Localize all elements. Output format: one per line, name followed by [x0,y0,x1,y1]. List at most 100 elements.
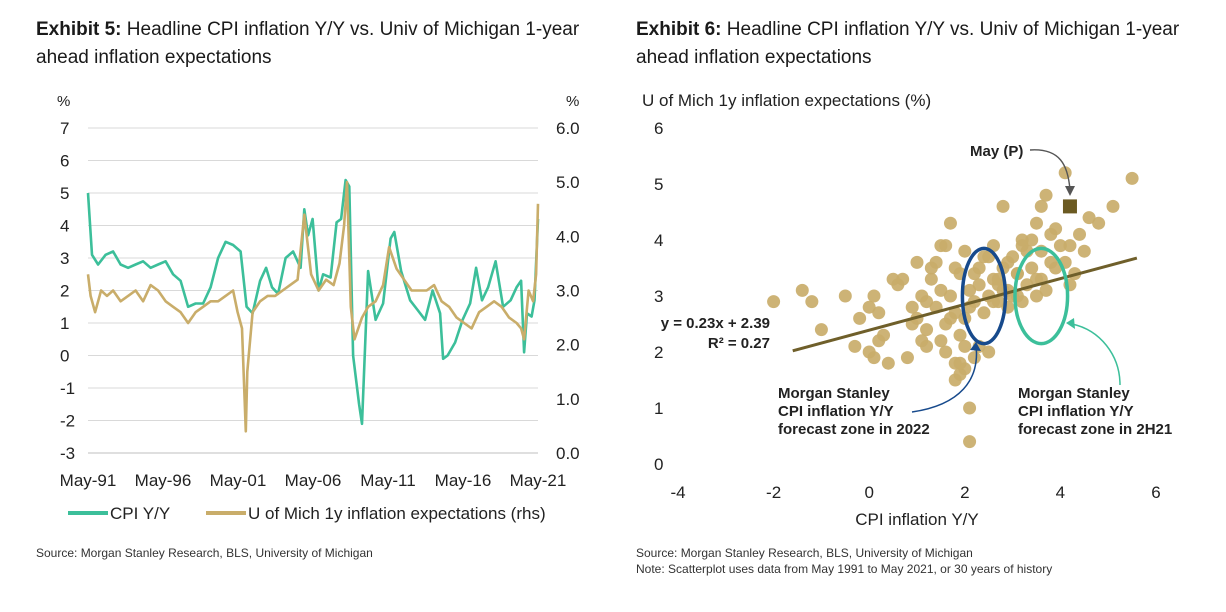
scatter-point [1082,211,1096,225]
scatter-point [862,300,876,314]
y-tick-left: -2 [60,412,75,431]
y-tick-right: 6.0 [556,119,580,138]
scatter-point [963,435,977,449]
y-tick: 1 [654,399,663,418]
scatter-point [991,272,1005,286]
scatter-point [1034,199,1048,213]
x-tick: May-01 [210,471,267,490]
forecast-zone-2h21 [1013,246,1070,346]
scatter-point [948,373,962,387]
trendline-r2: R² = 0.27 [708,335,770,352]
scatter-point [872,306,886,320]
scatter-point [920,323,934,337]
scatter-point [872,334,886,348]
x-tick: May-96 [135,471,192,490]
arrow-2h21 [1071,323,1121,386]
scatter-point [963,283,977,297]
exhibit-5-title: Exhibit 5: Headline CPI inflation Y/Y vs… [36,16,596,72]
scatter-point [1092,216,1106,230]
x-tick: 0 [864,483,873,502]
scatter-point [934,239,948,253]
scatter-point [805,295,819,309]
x-tick: May-16 [435,471,492,490]
scatter-point [1006,250,1020,264]
y-tick-right: 2.0 [556,336,580,355]
trendline-equation: y = 0.23x + 2.39 [661,315,770,332]
zone-2022-label: CPI inflation Y/Y [778,403,894,420]
x-tick: 4 [1056,483,1065,502]
arrow-2022 [911,344,978,413]
scatter-point [1044,227,1058,241]
may-p-arrow-head [1065,186,1075,196]
exhibit-6-title-text: Headline CPI inflation Y/Y vs. Univ of M… [636,19,1180,68]
scatter-point [1030,216,1043,230]
exhibit-6-note: Note: Scatterplot uses data from May 199… [636,562,1053,576]
scatter-point [920,339,934,353]
y-tick-left: 3 [60,249,69,268]
exhibit-5-panel: Exhibit 5: Headline CPI inflation Y/Y vs… [0,0,600,612]
y-tick-right: 5.0 [556,173,580,192]
scatter-point [924,261,938,275]
x-tick: May-11 [360,471,415,490]
scatter-point [1034,244,1048,258]
y-tick-left: 1 [60,314,69,333]
scatter-point [963,401,977,415]
y-tick-left: 2 [60,282,69,301]
scatter-point [881,356,895,370]
cpi-series-line [86,178,540,426]
y-tick-right: 3.0 [556,282,580,301]
y-tick: 2 [654,343,663,362]
scatter-point [934,283,948,297]
scatter-point [910,255,924,269]
scatter-point [1049,261,1063,275]
scatter-point [896,272,910,286]
y-tick-left: -3 [60,444,75,463]
scatter-point [853,311,867,325]
y-tick: 6 [654,119,663,138]
y-tick-right: 4.0 [556,227,580,246]
scatter-point [967,351,981,365]
scatter-point [1063,239,1077,253]
y-tick: 0 [654,455,663,474]
scatter-point [814,323,828,337]
y-tick-left: 6 [60,152,69,171]
line-chart: 7 6 5 4 3 2 1 0 -1 -2 -3 6.0 5.0 4.0 3.0 2.0 1.0 0.0% % May… [57,93,580,523]
scatter-point [958,244,972,258]
legend-cpi-label: CPI Y/Y [110,504,170,523]
scatter-point [943,311,957,325]
exhibit-5-label: Exhibit 5: [36,19,122,40]
y-tick-left: 0 [60,347,69,366]
y-axis-label: U of Mich 1y inflation expectations (%) [642,91,931,110]
scatter-point [977,306,991,320]
scatter-point [943,216,957,230]
x-tick: -2 [766,483,781,502]
scatter-point [1039,188,1053,202]
scatter-point [953,356,967,370]
scatter-chart: U of Mich 1y inflation expectations (%) 6… [642,91,1172,529]
scatter-point [953,328,967,342]
y-axis-unit-left: % [57,93,70,110]
exhibit-5-title-text: Headline CPI inflation Y/Y vs. Univ of M… [36,19,580,68]
x-tick: May-21 [510,471,567,490]
scatter-point [1106,199,1120,213]
scatter-point [838,289,852,303]
y-tick: 3 [654,287,663,306]
scatter-point [1053,239,1067,253]
umich-series-line [86,180,540,433]
arrow-2022-head [970,342,981,351]
y-tick-right: 1.0 [556,390,580,409]
x-tick: May-91 [60,471,117,490]
zone-2022-label: Morgan Stanley [778,385,890,402]
arrow-2h21-head [1066,318,1075,329]
exhibit-6-source: Source: Morgan Stanley Research, BLS, Un… [636,546,973,560]
scatter-point [1025,261,1039,275]
scatter-point [982,345,996,359]
scatter-point [795,283,809,297]
scatter-point [1039,283,1053,297]
exhibit-6-panel: Exhibit 6: Headline CPI inflation Y/Y vs… [620,0,1226,612]
scatter-point [939,345,953,359]
scatter-point [920,295,934,309]
may-p-marker [1062,199,1077,214]
y-axis-unit-right: % [566,93,579,110]
exhibit-6-title: Exhibit 6: Headline CPI inflation Y/Y vs… [636,16,1196,72]
